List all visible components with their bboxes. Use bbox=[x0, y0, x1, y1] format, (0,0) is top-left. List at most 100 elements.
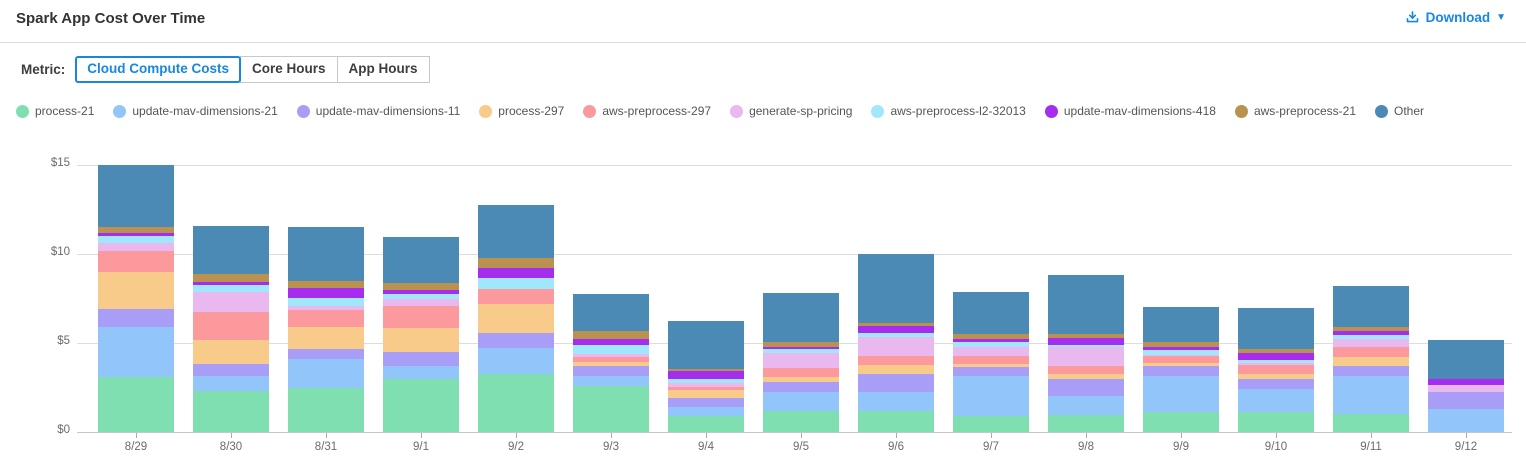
bar-segment-generate-sp-pricing-8-29[interactable] bbox=[98, 243, 174, 252]
bar-segment-aws-preprocess-l2-32013-9-11[interactable] bbox=[1333, 334, 1409, 340]
legend-item-aws-preprocess-21[interactable]: aws-preprocess-21 bbox=[1234, 104, 1356, 118]
bar-segment-aws-preprocess-l2-32013-9-9[interactable] bbox=[1143, 350, 1219, 355]
bar-segment-process-297-9-9[interactable] bbox=[1143, 362, 1219, 367]
bar-segment-aws-preprocess-l2-32013-9-4[interactable] bbox=[668, 378, 744, 384]
bar-segment-aws-preprocess-l2-32013-9-8[interactable] bbox=[1048, 344, 1124, 347]
bar-segment-process-21-9-6[interactable] bbox=[858, 410, 934, 432]
bar-segment-process-21-8-29[interactable] bbox=[98, 376, 174, 432]
bar-segment-process-21-9-9[interactable] bbox=[1143, 412, 1219, 432]
bar-segment-update-mav-dimensions-11-9-7[interactable] bbox=[953, 367, 1029, 376]
bar-segment-other-8-31[interactable] bbox=[288, 227, 364, 281]
bar-segment-process-21-9-1[interactable] bbox=[383, 378, 459, 432]
bar-segment-process-297-9-1[interactable] bbox=[383, 327, 459, 352]
bar-segment-aws-preprocess-297-9-2[interactable] bbox=[478, 288, 554, 304]
bar-segment-process-297-8-29[interactable] bbox=[98, 271, 174, 310]
bar-segment-update-mav-dimensions-418-9-2[interactable] bbox=[478, 268, 554, 279]
legend-item-update-mav-dimensions-21[interactable]: update-mav-dimensions-21 bbox=[113, 104, 278, 118]
bar-segment-other-9-7[interactable] bbox=[953, 292, 1029, 335]
bar-segment-update-mav-dimensions-21-9-9[interactable] bbox=[1143, 375, 1219, 413]
bar-segment-aws-preprocess-21-8-30[interactable] bbox=[193, 274, 269, 282]
bar-segment-process-21-9-8[interactable] bbox=[1048, 415, 1124, 432]
bar-segment-other-9-10[interactable] bbox=[1238, 308, 1314, 350]
bar-segment-generate-sp-pricing-9-4[interactable] bbox=[668, 383, 744, 387]
bar-segment-aws-preprocess-21-9-10[interactable] bbox=[1238, 349, 1314, 353]
bar-segment-update-mav-dimensions-11-8-31[interactable] bbox=[288, 349, 364, 359]
bar-segment-update-mav-dimensions-11-9-2[interactable] bbox=[478, 333, 554, 349]
bar-segment-generate-sp-pricing-9-8[interactable] bbox=[1048, 346, 1124, 367]
bar-segment-update-mav-dimensions-418-9-12[interactable] bbox=[1428, 378, 1504, 385]
bar-segment-aws-preprocess-21-9-7[interactable] bbox=[953, 334, 1029, 339]
legend-item-aws-preprocess-297[interactable]: aws-preprocess-297 bbox=[583, 104, 711, 118]
bar-segment-update-mav-dimensions-11-9-1[interactable] bbox=[383, 351, 459, 367]
legend-item-aws-preprocess-l2-32013[interactable]: aws-preprocess-l2-32013 bbox=[871, 104, 1026, 118]
bar-segment-update-mav-dimensions-21-8-30[interactable] bbox=[193, 375, 269, 392]
legend-item-update-mav-dimensions-11[interactable]: update-mav-dimensions-11 bbox=[296, 104, 460, 118]
bar-segment-aws-preprocess-21-8-29[interactable] bbox=[98, 227, 174, 233]
bar-segment-aws-preprocess-l2-32013-9-5[interactable] bbox=[763, 349, 839, 353]
bar-segment-update-mav-dimensions-21-8-29[interactable] bbox=[98, 326, 174, 377]
bar-segment-update-mav-dimensions-418-9-11[interactable] bbox=[1333, 331, 1409, 335]
bar-segment-update-mav-dimensions-21-9-4[interactable] bbox=[668, 407, 744, 416]
bar-segment-aws-preprocess-297-8-30[interactable] bbox=[193, 311, 269, 341]
bar-segment-update-mav-dimensions-11-9-12[interactable] bbox=[1428, 391, 1504, 409]
bar-segment-update-mav-dimensions-21-9-1[interactable] bbox=[383, 366, 459, 379]
bar-segment-update-mav-dimensions-21-9-12[interactable] bbox=[1428, 408, 1504, 432]
bar-segment-update-mav-dimensions-11-9-4[interactable] bbox=[668, 398, 744, 408]
metric-tab-app-hours[interactable]: App Hours bbox=[336, 56, 430, 84]
bar-segment-update-mav-dimensions-11-9-10[interactable] bbox=[1238, 379, 1314, 390]
bar-segment-aws-preprocess-l2-32013-9-10[interactable] bbox=[1238, 359, 1314, 364]
legend-item-other[interactable]: Other bbox=[1375, 104, 1424, 118]
bar-segment-update-mav-dimensions-418-9-8[interactable] bbox=[1048, 337, 1124, 345]
bar-segment-aws-preprocess-297-8-31[interactable] bbox=[288, 310, 364, 327]
bar-segment-aws-preprocess-l2-32013-9-3[interactable] bbox=[573, 344, 649, 354]
bar-segment-process-21-9-3[interactable] bbox=[573, 385, 649, 432]
bar-segment-process-297-9-11[interactable] bbox=[1333, 357, 1409, 367]
bar-segment-other-9-5[interactable] bbox=[763, 293, 839, 343]
bar-segment-update-mav-dimensions-418-8-31[interactable] bbox=[288, 287, 364, 298]
bar-segment-process-297-9-3[interactable] bbox=[573, 361, 649, 367]
bar-segment-aws-preprocess-21-9-3[interactable] bbox=[573, 330, 649, 340]
bar-segment-process-21-9-4[interactable] bbox=[668, 415, 744, 432]
bar-segment-update-mav-dimensions-21-9-6[interactable] bbox=[858, 391, 934, 411]
bar-segment-aws-preprocess-21-9-2[interactable] bbox=[478, 258, 554, 269]
bar-segment-aws-preprocess-l2-32013-8-30[interactable] bbox=[193, 285, 269, 293]
bar-segment-aws-preprocess-l2-32013-8-29[interactable] bbox=[98, 236, 174, 244]
bar-segment-aws-preprocess-l2-32013-9-7[interactable] bbox=[953, 342, 1029, 347]
bar-segment-aws-preprocess-l2-32013-8-31[interactable] bbox=[288, 297, 364, 306]
bar-segment-aws-preprocess-l2-32013-9-6[interactable] bbox=[858, 333, 934, 337]
bar-segment-other-9-11[interactable] bbox=[1333, 286, 1409, 327]
bar-segment-aws-preprocess-21-9-9[interactable] bbox=[1143, 342, 1219, 347]
bar-segment-update-mav-dimensions-418-9-9[interactable] bbox=[1143, 346, 1219, 351]
bar-segment-update-mav-dimensions-418-9-4[interactable] bbox=[668, 371, 744, 379]
bar-segment-process-297-9-2[interactable] bbox=[478, 303, 554, 334]
bar-segment-generate-sp-pricing-9-6[interactable] bbox=[858, 336, 934, 357]
bar-segment-other-9-6[interactable] bbox=[858, 254, 934, 323]
bar-segment-process-21-9-11[interactable] bbox=[1333, 414, 1409, 432]
bar-segment-aws-preprocess-21-9-5[interactable] bbox=[763, 342, 839, 347]
bar-segment-process-21-9-5[interactable] bbox=[763, 410, 839, 432]
bar-segment-update-mav-dimensions-11-9-6[interactable] bbox=[858, 374, 934, 392]
bar-segment-update-mav-dimensions-21-8-31[interactable] bbox=[288, 359, 364, 389]
bar-segment-process-297-8-30[interactable] bbox=[193, 340, 269, 365]
legend-item-update-mav-dimensions-418[interactable]: update-mav-dimensions-418 bbox=[1044, 104, 1216, 118]
bar-segment-aws-preprocess-297-9-9[interactable] bbox=[1143, 356, 1219, 363]
bar-segment-aws-preprocess-21-9-1[interactable] bbox=[383, 283, 459, 291]
bar-segment-aws-preprocess-297-9-4[interactable] bbox=[668, 386, 744, 391]
bar-segment-update-mav-dimensions-11-9-3[interactable] bbox=[573, 366, 649, 376]
bar-segment-update-mav-dimensions-21-9-8[interactable] bbox=[1048, 395, 1124, 416]
bar-segment-update-mav-dimensions-418-9-10[interactable] bbox=[1238, 352, 1314, 360]
bar-segment-aws-preprocess-297-9-1[interactable] bbox=[383, 305, 459, 328]
bar-segment-process-21-9-2[interactable] bbox=[478, 374, 554, 432]
bar-segment-process-297-9-5[interactable] bbox=[763, 376, 839, 383]
bar-segment-update-mav-dimensions-418-9-1[interactable] bbox=[383, 290, 459, 295]
bar-segment-other-8-30[interactable] bbox=[193, 226, 269, 275]
bar-segment-update-mav-dimensions-418-9-3[interactable] bbox=[573, 339, 649, 345]
bar-segment-aws-preprocess-297-9-3[interactable] bbox=[573, 357, 649, 362]
bar-segment-aws-preprocess-21-9-4[interactable] bbox=[668, 368, 744, 372]
bar-segment-aws-preprocess-l2-32013-9-2[interactable] bbox=[478, 278, 554, 289]
bar-segment-process-21-8-30[interactable] bbox=[193, 391, 269, 432]
metric-tab-cloud-compute-costs[interactable]: Cloud Compute Costs bbox=[75, 56, 242, 84]
download-button[interactable]: Download ▼ bbox=[1399, 9, 1512, 26]
bar-segment-other-8-29[interactable] bbox=[98, 165, 174, 228]
bar-segment-process-297-9-10[interactable] bbox=[1238, 374, 1314, 380]
